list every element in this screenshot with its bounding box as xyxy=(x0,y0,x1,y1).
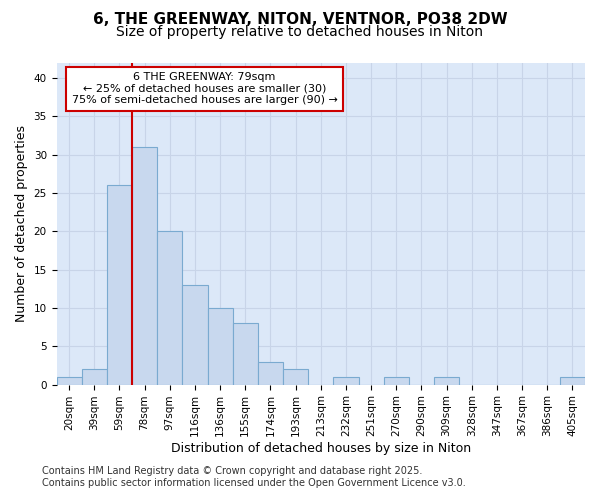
Bar xyxy=(334,377,359,384)
Bar xyxy=(157,231,182,384)
Text: Size of property relative to detached houses in Niton: Size of property relative to detached ho… xyxy=(116,25,484,39)
Text: 6 THE GREENWAY: 79sqm
← 25% of detached houses are smaller (30)
75% of semi-deta: 6 THE GREENWAY: 79sqm ← 25% of detached … xyxy=(71,72,337,106)
Bar xyxy=(233,323,258,384)
Bar xyxy=(82,370,107,384)
Bar xyxy=(434,377,459,384)
Text: 6, THE GREENWAY, NITON, VENTNOR, PO38 2DW: 6, THE GREENWAY, NITON, VENTNOR, PO38 2D… xyxy=(92,12,508,28)
Bar xyxy=(107,185,132,384)
Bar xyxy=(560,377,585,384)
Bar xyxy=(182,285,208,384)
Y-axis label: Number of detached properties: Number of detached properties xyxy=(15,125,28,322)
Bar xyxy=(56,377,82,384)
Text: Contains HM Land Registry data © Crown copyright and database right 2025.
Contai: Contains HM Land Registry data © Crown c… xyxy=(42,466,466,487)
Bar xyxy=(283,370,308,384)
Bar xyxy=(132,147,157,384)
X-axis label: Distribution of detached houses by size in Niton: Distribution of detached houses by size … xyxy=(171,442,471,455)
Bar xyxy=(258,362,283,384)
Bar xyxy=(208,308,233,384)
Bar xyxy=(383,377,409,384)
